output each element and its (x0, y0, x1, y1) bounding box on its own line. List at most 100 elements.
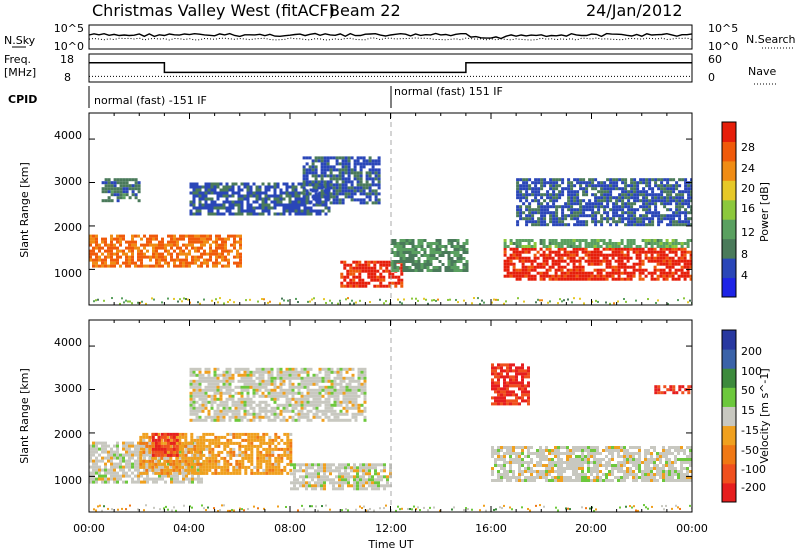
echo-cell (190, 433, 193, 436)
echo-cell (627, 220, 630, 223)
echo-cell (355, 285, 358, 288)
echo-cell (534, 242, 537, 245)
echo-cell (471, 302, 473, 304)
echo-cell (259, 439, 262, 442)
echo-cell (534, 260, 537, 263)
echo-cell (310, 392, 313, 395)
echo-cell (259, 407, 262, 410)
echo-cell (600, 193, 603, 196)
echo-cell (274, 207, 277, 210)
echo-cell (621, 248, 624, 251)
echo-cell (176, 478, 179, 481)
echo-cell (178, 442, 181, 445)
echo-cell (357, 198, 360, 201)
echo-cell (205, 416, 208, 419)
echo-cell (597, 184, 600, 187)
echo-cell (597, 208, 600, 211)
echo-cell (445, 251, 448, 254)
echo-cell (383, 475, 386, 478)
echo-cell (219, 297, 221, 299)
echo-cell (561, 275, 564, 278)
echo-cell (117, 199, 120, 202)
echo-cell (256, 416, 259, 419)
echo-cell (277, 460, 280, 463)
echo-cell (238, 368, 241, 371)
echo-cell (259, 419, 262, 422)
echo-cell (139, 457, 142, 460)
echo-cell (277, 195, 280, 198)
echo-cell (211, 201, 214, 204)
echo-cell (332, 481, 335, 484)
echo-cell (193, 419, 196, 422)
echo-cell (573, 263, 576, 266)
echo-cell (403, 251, 406, 254)
echo-cell (152, 256, 155, 259)
echo-cell (232, 192, 235, 195)
echo-cell (283, 395, 286, 398)
echo-cell (271, 442, 274, 445)
echo-cell (365, 469, 368, 472)
echo-cell (220, 398, 223, 401)
echo-cell (193, 466, 196, 469)
echo-cell (645, 190, 648, 193)
echo-cell (190, 460, 193, 463)
echo-cell (549, 196, 552, 199)
echo-cell (338, 478, 341, 481)
echo-cell (175, 460, 178, 463)
echo-cell (579, 223, 582, 226)
echo-cell (510, 257, 513, 260)
echo-cell (394, 239, 397, 242)
echo-cell (363, 192, 366, 195)
echo-cell (241, 445, 244, 448)
echo-cell (339, 171, 342, 174)
echo-cell (259, 389, 262, 392)
echo-cell (591, 245, 594, 248)
echo-cell (594, 257, 597, 260)
echo-cell (247, 371, 250, 374)
echo-cell (302, 463, 305, 466)
echo-cell (298, 192, 301, 195)
echo-cell (268, 439, 271, 442)
echo-cell (678, 193, 681, 196)
echo-cell (585, 223, 588, 226)
echo-cell (215, 235, 218, 238)
echo-cell (519, 178, 522, 181)
echo-cell (116, 247, 119, 250)
echo-cell (256, 404, 259, 407)
echo-cell (214, 401, 217, 404)
echo-cell (540, 208, 543, 211)
echo-cell (427, 266, 430, 269)
echo-cell (403, 257, 406, 260)
echo-cell (427, 260, 430, 263)
echo-cell (226, 383, 229, 386)
echo-cell (280, 413, 283, 416)
echo-cell (256, 201, 259, 204)
echo-cell (600, 199, 603, 202)
echo-cell (326, 466, 329, 469)
echo-cell (226, 401, 229, 404)
echo-cell (215, 244, 218, 247)
echo-cell (531, 220, 534, 223)
echo-cell (567, 263, 570, 266)
echo-cell (208, 460, 211, 463)
echo-cell (630, 205, 633, 208)
echo-cell (600, 254, 603, 257)
echo-cell (250, 448, 253, 451)
echo-cell (316, 210, 319, 213)
echo-cell (567, 199, 570, 202)
echo-cell (170, 241, 173, 244)
echo-cell (374, 487, 377, 490)
echo-cell (217, 207, 220, 210)
echo-cell (597, 272, 600, 275)
echo-cell (314, 463, 317, 466)
echo-cell (241, 374, 244, 377)
echo-cell (205, 448, 208, 451)
echo-cell (519, 239, 522, 242)
echo-cell (352, 273, 355, 276)
echo-cell (303, 192, 306, 195)
echo-cell (308, 481, 311, 484)
echo-cell (528, 217, 531, 220)
echo-cell (123, 196, 126, 199)
echo-cell (253, 410, 256, 413)
echo-cell (181, 463, 184, 466)
